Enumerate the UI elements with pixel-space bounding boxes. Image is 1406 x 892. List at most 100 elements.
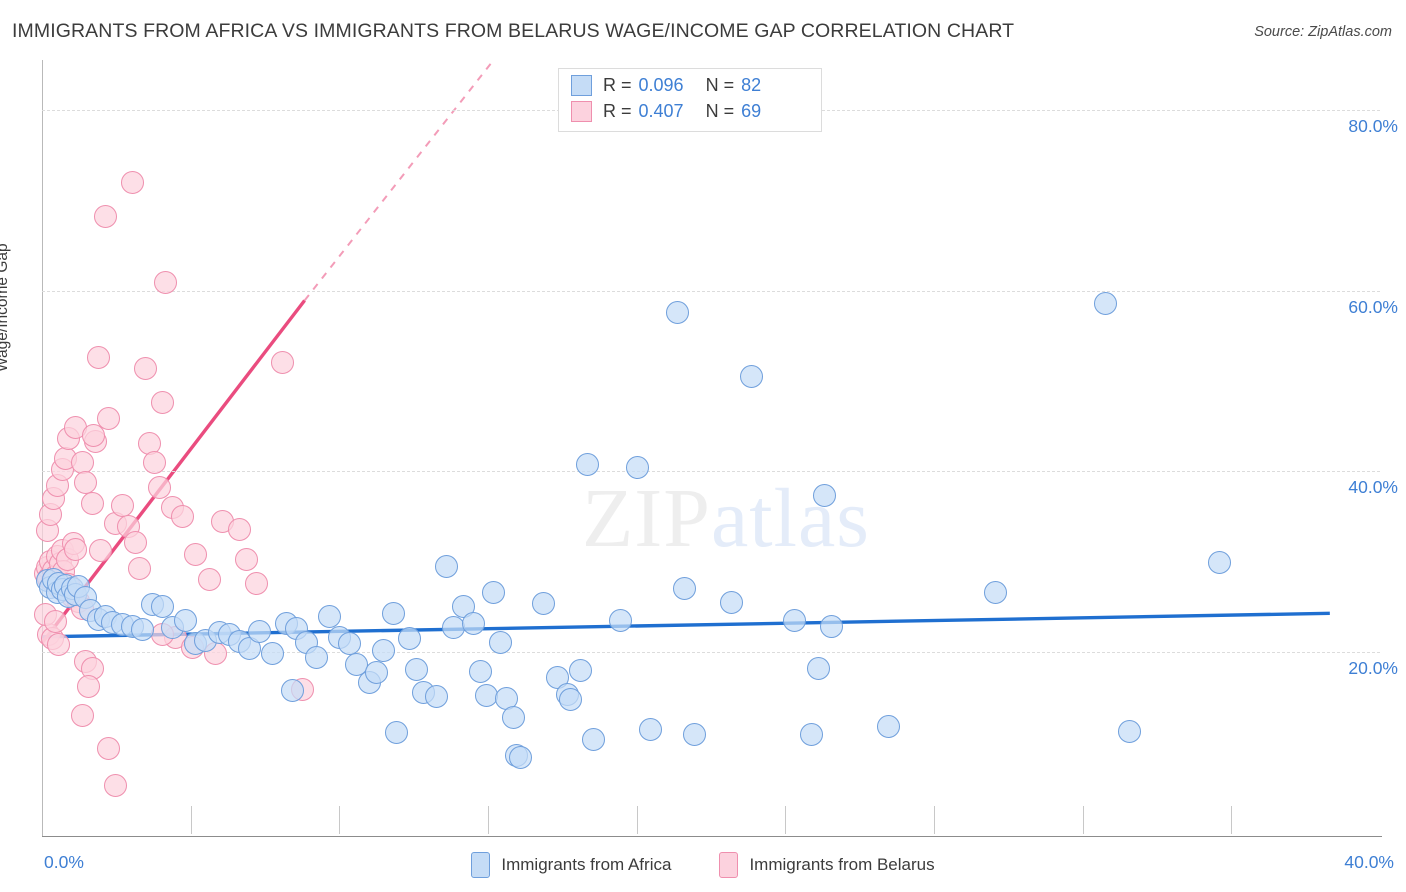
data-point[interactable]: [398, 627, 422, 651]
data-point[interactable]: [70, 703, 94, 727]
data-point[interactable]: [783, 609, 807, 633]
y-tick-label-80: 80.0%: [1348, 115, 1398, 136]
data-point[interactable]: [89, 539, 113, 563]
data-point[interactable]: [559, 687, 582, 711]
y-axis-title: Wage/Income Gap: [0, 243, 11, 372]
data-point[interactable]: [247, 619, 271, 643]
data-point[interactable]: [154, 270, 178, 294]
data-point[interactable]: [575, 452, 599, 476]
x-tick-3: [488, 806, 489, 834]
data-point[interactable]: [150, 595, 174, 619]
data-point[interactable]: [94, 204, 118, 228]
data-point[interactable]: [799, 722, 823, 746]
data-point[interactable]: [819, 615, 843, 639]
data-point[interactable]: [80, 492, 104, 516]
data-point[interactable]: [666, 300, 690, 324]
data-point[interactable]: [150, 391, 174, 415]
x-tick-7: [1082, 806, 1084, 834]
stats-legend-row-belarus: R = 0.407 N = 69: [571, 98, 761, 124]
series-legend-item-belarus[interactable]: Immigrants from Belarus: [719, 852, 935, 878]
gridline-y-60: [42, 290, 1380, 292]
series-legend: Immigrants from Africa Immigrants from B…: [0, 850, 1406, 880]
data-point[interactable]: [104, 773, 128, 797]
series-legend-item-africa[interactable]: Immigrants from Africa: [471, 852, 671, 878]
data-point[interactable]: [482, 581, 506, 604]
data-point[interactable]: [672, 577, 696, 601]
data-point[interactable]: [425, 684, 449, 708]
data-point[interactable]: [682, 722, 706, 746]
data-point[interactable]: [281, 678, 305, 702]
data-point[interactable]: [82, 423, 106, 447]
y-tick-label-20: 20.0%: [1348, 658, 1398, 679]
data-point[interactable]: [120, 170, 144, 194]
trendlines-layer: [40, 59, 1330, 645]
data-point[interactable]: [719, 590, 743, 614]
data-point[interactable]: [582, 728, 606, 752]
data-point[interactable]: [1207, 551, 1231, 575]
data-point[interactable]: [435, 554, 459, 578]
data-point[interactable]: [381, 601, 405, 625]
x-tick-1: [190, 806, 192, 834]
data-point[interactable]: [97, 736, 121, 760]
data-point[interactable]: [110, 494, 134, 518]
data-point[interactable]: [365, 660, 388, 684]
stats-legend: R = 0.096 N = 82 R = 0.407 N = 69: [558, 68, 822, 132]
data-point[interactable]: [127, 556, 151, 580]
data-point[interactable]: [405, 657, 429, 681]
data-point[interactable]: [77, 675, 101, 699]
data-point[interactable]: [739, 364, 763, 388]
data-point[interactable]: [639, 718, 663, 742]
data-point[interactable]: [227, 517, 251, 541]
data-point[interactable]: [124, 531, 148, 555]
n-label-africa: N =: [705, 74, 735, 95]
r-value-africa: 0.096: [638, 74, 684, 95]
data-point[interactable]: [134, 356, 158, 380]
data-point[interactable]: [338, 631, 362, 655]
data-point[interactable]: [488, 630, 512, 654]
stats-legend-row-africa: R = 0.096 N = 82: [571, 72, 761, 98]
data-point[interactable]: [371, 638, 395, 662]
data-point[interactable]: [1094, 291, 1118, 315]
x-axis-min-label: 0.0%: [44, 852, 84, 872]
trendline-extension-immigrants-from-belarus: [303, 59, 495, 302]
data-point[interactable]: [73, 470, 97, 494]
data-point[interactable]: [174, 609, 198, 633]
data-point[interactable]: [876, 714, 900, 738]
data-point[interactable]: [532, 591, 556, 615]
data-point[interactable]: [97, 407, 121, 431]
data-point[interactable]: [147, 476, 171, 500]
data-point[interactable]: [271, 351, 295, 375]
data-point[interactable]: [1117, 720, 1141, 744]
data-point[interactable]: [130, 618, 154, 642]
data-point[interactable]: [318, 605, 342, 629]
data-point[interactable]: [244, 571, 268, 595]
data-point[interactable]: [385, 721, 409, 745]
x-tick-8: [1231, 806, 1233, 834]
data-point[interactable]: [304, 646, 328, 670]
data-point[interactable]: [63, 537, 87, 561]
data-point[interactable]: [569, 658, 593, 682]
data-point[interactable]: [234, 548, 258, 572]
data-point[interactable]: [983, 581, 1007, 604]
data-point[interactable]: [87, 345, 111, 369]
data-point[interactable]: [142, 450, 166, 474]
data-point[interactable]: [43, 609, 67, 633]
series-label-belarus: Immigrants from Belarus: [749, 855, 935, 874]
data-point[interactable]: [170, 505, 194, 529]
data-point[interactable]: [261, 642, 285, 666]
data-point[interactable]: [625, 456, 649, 480]
data-point[interactable]: [806, 656, 830, 680]
data-point[interactable]: [468, 659, 492, 683]
data-point[interactable]: [508, 746, 532, 770]
data-point[interactable]: [47, 632, 71, 656]
y-tick-label-60: 60.0%: [1348, 296, 1398, 317]
data-point[interactable]: [184, 543, 208, 567]
data-point[interactable]: [813, 484, 837, 508]
data-point[interactable]: [462, 611, 485, 635]
data-point[interactable]: [609, 609, 633, 633]
n-label-belarus: N =: [705, 100, 735, 121]
data-point[interactable]: [502, 705, 526, 729]
data-point[interactable]: [197, 568, 221, 592]
gridline-y-20: [42, 652, 1380, 654]
